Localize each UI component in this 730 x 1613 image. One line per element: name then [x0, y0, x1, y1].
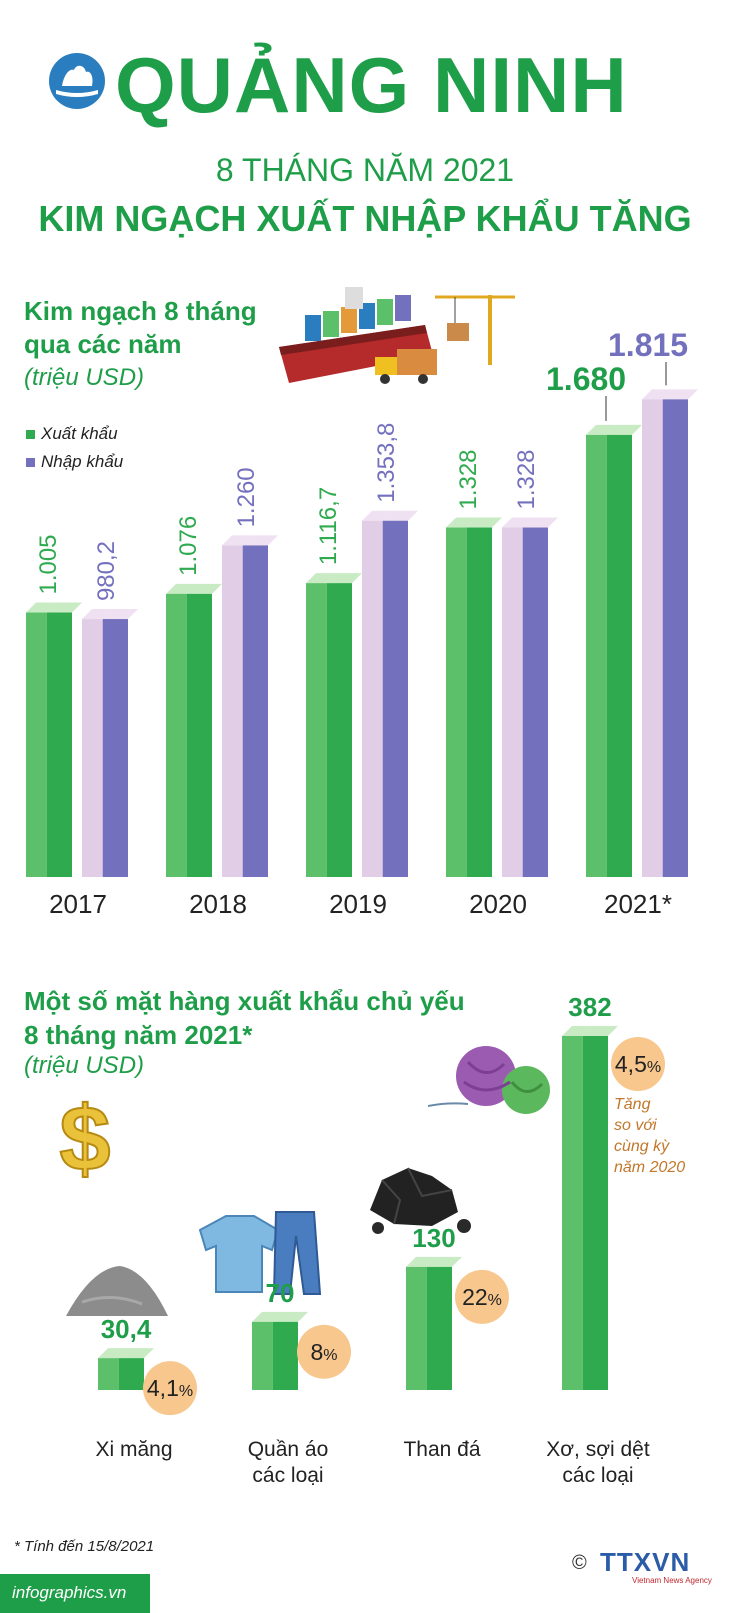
- legend-item-export: Xuất khẩu: [26, 424, 118, 444]
- export-value-label: 382: [568, 992, 611, 1022]
- x-tick-label: 2021*: [604, 889, 672, 919]
- data-label-export: 1.076: [175, 516, 202, 576]
- svg-text:22%: 22%: [462, 1284, 502, 1310]
- section2-unit: (triệu USD): [24, 1052, 145, 1079]
- bar-import-2019: [362, 510, 418, 877]
- ttxvn-subtitle: Vietnam News Agency: [632, 1576, 712, 1585]
- growth-note-line2: so với: [614, 1117, 657, 1134]
- chart-main-exports: 30,4 4,1% Xi măng 70 8% Quần áo các loại 130 22%…: [95, 992, 665, 1487]
- legend-label-export: Xuất khẩu: [41, 424, 118, 443]
- bar-import-2021*: [642, 389, 698, 877]
- data-label-export: 1.328: [455, 449, 482, 509]
- svg-text:4,1%: 4,1%: [147, 1375, 193, 1401]
- svg-text:8%: 8%: [310, 1339, 337, 1365]
- export-bar-1: [252, 1311, 308, 1390]
- legend-label-import: Nhập khẩu: [41, 452, 124, 471]
- bar-export-2019: [306, 573, 362, 877]
- bar-import-2020: [502, 517, 558, 877]
- export-value-label: 70: [266, 1278, 295, 1308]
- export-value-label: 30,4: [101, 1314, 152, 1344]
- data-label-import: 1.353,8: [373, 423, 400, 503]
- category-label: Xơ, sợi dệt: [546, 1438, 650, 1461]
- data-label-import: 1.260: [233, 467, 260, 527]
- legend-item-import: Nhập khẩu: [26, 452, 123, 472]
- page-title: QUẢNG NINH: [115, 41, 628, 129]
- x-tick-label: 2018: [189, 889, 247, 919]
- x-tick-label: 2017: [49, 889, 107, 919]
- data-label-import: 1.815: [608, 327, 688, 363]
- category-label: Xi măng: [95, 1438, 172, 1461]
- footer-site: infographics.vn: [12, 1583, 127, 1602]
- growth-note: Tăng so với cùng kỳ năm 2020: [614, 1094, 714, 1178]
- section1-title-line2: qua các năm: [24, 329, 182, 359]
- x-tick-label: 2019: [329, 889, 387, 919]
- growth-note-line3: cùng kỳ: [614, 1138, 670, 1155]
- data-label-export: 1.116,7: [315, 487, 342, 565]
- svg-text:$: $: [59, 1090, 110, 1185]
- yarn-balls-icon: [428, 1046, 550, 1114]
- legend-swatch-import: [26, 458, 35, 468]
- section2-title-line2: 8 tháng năm 2021*: [24, 1020, 253, 1050]
- export-value-label: 130: [412, 1223, 455, 1253]
- export-bar-3: [562, 1026, 618, 1390]
- cargo-ship-truck-icon: [279, 287, 515, 384]
- section1-title-line1: Kim ngạch 8 tháng: [24, 296, 257, 326]
- section1-unit: (triệu USD): [24, 364, 145, 391]
- footer-site-box: infographics.vn: [0, 1574, 150, 1613]
- quang-ninh-logo-icon: [49, 53, 105, 109]
- category-label: Quần áo: [248, 1438, 329, 1461]
- category-label: các loại: [562, 1464, 633, 1487]
- export-bar-2: [406, 1256, 462, 1390]
- copyright-symbol: ©: [572, 1552, 587, 1574]
- growth-note-line1: Tăng: [614, 1096, 651, 1113]
- bar-export-2018: [166, 583, 222, 877]
- ttxvn-logo: TTXVN: [600, 1547, 691, 1577]
- growth-badge: 4,1%: [143, 1361, 197, 1416]
- data-label-export: 1.680: [546, 361, 626, 397]
- bar-export-2020: [446, 517, 502, 877]
- bar-export-2021*: [586, 424, 642, 877]
- bar-export-2017: [26, 602, 82, 877]
- growth-badge: 4,5%: [611, 1037, 665, 1091]
- data-label-import: 980,2: [93, 541, 120, 601]
- clothes-icon: [198, 1211, 322, 1295]
- data-label-import: 1.328: [513, 449, 540, 509]
- chart-yearly-trade: 2017 1.005 980,2 2018 1.076 1.260 2019 1.116,7 1…: [26, 327, 698, 919]
- page-headline: KIM NGẠCH XUẤT NHẬP KHẨU TĂNG: [38, 198, 692, 239]
- coal-icon: [370, 1167, 471, 1234]
- footnote: * Tính đến 15/8/2021: [14, 1538, 155, 1555]
- growth-badge: 22%: [455, 1269, 509, 1324]
- x-tick-label: 2020: [469, 889, 527, 919]
- section2-title-line1: Một số mặt hàng xuất khẩu chủ yếu: [24, 986, 465, 1016]
- export-bar-0: [98, 1348, 154, 1390]
- dollar-icon: $: [58, 1090, 111, 1185]
- category-label: Than đá: [403, 1438, 480, 1461]
- growth-note-line4: năm 2020: [614, 1159, 686, 1176]
- data-label-export: 1.005: [35, 534, 62, 594]
- bar-import-2018: [222, 535, 278, 877]
- category-label: các loại: [252, 1464, 323, 1487]
- cement-pile-icon: [66, 1266, 168, 1316]
- legend-swatch-export: [26, 430, 35, 440]
- growth-badge: 8%: [297, 1324, 351, 1379]
- svg-text:4,5%: 4,5%: [615, 1051, 661, 1077]
- bar-import-2017: [82, 609, 138, 877]
- page-subtitle: 8 THÁNG NĂM 2021: [215, 152, 515, 188]
